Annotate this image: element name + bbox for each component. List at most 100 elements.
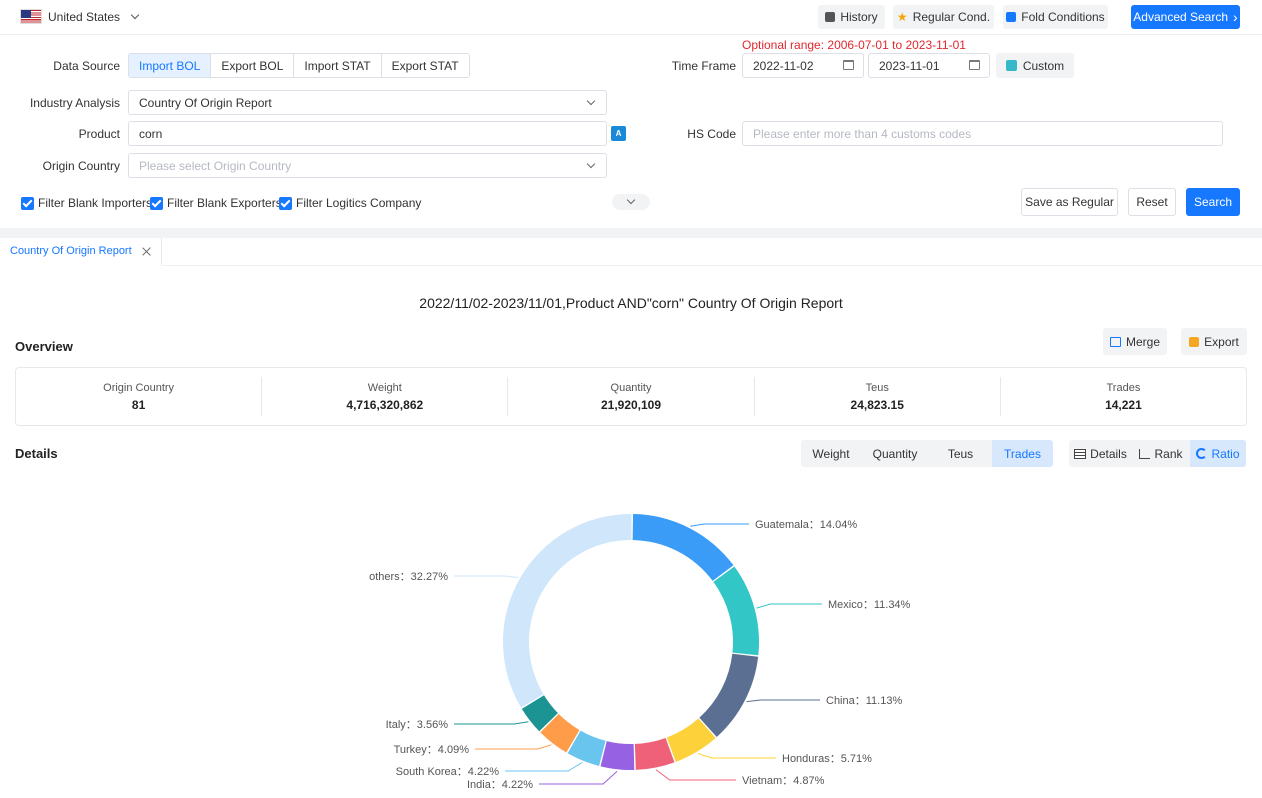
donut-slice-vietnam[interactable] bbox=[634, 737, 675, 770]
country-selector[interactable]: United States bbox=[20, 9, 140, 24]
time-frame-label: Time Frame bbox=[671, 59, 736, 73]
fold-conditions-button[interactable]: Fold Conditions bbox=[1003, 5, 1108, 29]
regular-cond-button[interactable]: ★ Regular Cond. bbox=[893, 5, 994, 29]
export-button[interactable]: Export bbox=[1181, 328, 1247, 355]
filter-blank-exporters[interactable]: Filter Blank Exporters bbox=[150, 196, 282, 210]
donut-slice-turkey[interactable] bbox=[540, 714, 580, 753]
leader-line bbox=[655, 769, 736, 781]
table-icon bbox=[1074, 448, 1087, 459]
advanced-search-button[interactable]: Advanced Search › bbox=[1131, 5, 1240, 29]
country-label: United States bbox=[48, 9, 121, 24]
custom-icon bbox=[1005, 60, 1017, 71]
calendar-icon bbox=[843, 60, 854, 70]
overview-origin-country: Origin Country 81 bbox=[16, 377, 263, 416]
origin-country-placeholder: Please select Origin Country bbox=[139, 158, 292, 173]
leader-line bbox=[539, 770, 618, 785]
origin-country-select[interactable]: Please select Origin Country bbox=[128, 153, 607, 178]
metric-trades[interactable]: Trades bbox=[992, 440, 1053, 467]
data-source-import-bol[interactable]: Import BOL bbox=[129, 54, 212, 77]
filter-logistics-company[interactable]: Filter Logitics Company bbox=[279, 196, 421, 210]
hs-code-label: HS Code bbox=[687, 127, 736, 141]
data-source-export-bol[interactable]: Export BOL bbox=[211, 54, 295, 77]
donut-slice-italy[interactable] bbox=[521, 695, 558, 732]
leader-line bbox=[756, 603, 822, 609]
view-label: Details bbox=[1090, 446, 1127, 461]
chevron-right-icon: › bbox=[1233, 9, 1238, 25]
checkbox-checked-icon[interactable] bbox=[279, 196, 292, 210]
regular-cond-label: Regular Cond. bbox=[912, 10, 991, 24]
history-button[interactable]: History bbox=[818, 5, 885, 29]
reset-button[interactable]: Reset bbox=[1128, 188, 1176, 216]
slice-label: Mexico：11.34% bbox=[828, 599, 911, 611]
overview-label: Quantity bbox=[610, 381, 652, 394]
search-button[interactable]: Search bbox=[1186, 188, 1240, 216]
overview-trades: Trades 14,221 bbox=[1001, 377, 1246, 416]
product-label: Product bbox=[78, 127, 120, 141]
hs-code-input[interactable]: Please enter more than 4 customs codes bbox=[742, 121, 1223, 146]
data-source-export-stat[interactable]: Export STAT bbox=[381, 54, 469, 77]
leader-line bbox=[690, 523, 749, 527]
overview-label: Weight bbox=[367, 381, 402, 394]
slice-label: China：11.13% bbox=[826, 695, 902, 707]
filter-label: Filter Logitics Company bbox=[296, 196, 422, 210]
hs-code-placeholder: Please enter more than 4 customs codes bbox=[753, 126, 972, 141]
translate-icon[interactable]: A bbox=[611, 126, 626, 141]
bar-chart-icon bbox=[1139, 448, 1151, 459]
date-from-value: 2022-11-02 bbox=[753, 58, 814, 73]
custom-label: Custom bbox=[1022, 58, 1065, 73]
overview-label: Origin Country bbox=[103, 381, 175, 394]
metric-quantity[interactable]: Quantity bbox=[872, 446, 918, 461]
donut-slice-china[interactable] bbox=[699, 653, 759, 738]
leader-line bbox=[454, 575, 519, 579]
data-source-import-stat[interactable]: Import STAT bbox=[294, 54, 382, 77]
donut-slice-others[interactable] bbox=[503, 514, 632, 708]
save-as-regular-button[interactable]: Save as Regular bbox=[1021, 188, 1118, 216]
chevron-down-icon bbox=[586, 96, 596, 106]
overview-label: Teus bbox=[865, 381, 889, 394]
merge-icon bbox=[1109, 336, 1121, 347]
close-icon[interactable] bbox=[142, 247, 151, 256]
leader-line bbox=[697, 753, 776, 759]
date-from-input[interactable]: 2022-11-02 bbox=[742, 53, 864, 78]
filter-blank-importers[interactable]: Filter Blank Importers bbox=[21, 196, 152, 210]
report-tab-bar: Country Of Origin Report bbox=[0, 238, 1262, 266]
advanced-search-label: Advanced Search bbox=[1133, 10, 1229, 24]
slice-label: Guatemala：14.04% bbox=[755, 519, 857, 531]
view-rank[interactable]: Rank bbox=[1132, 440, 1190, 467]
filter-label: Filter Blank Exporters bbox=[167, 196, 282, 210]
merge-label: Merge bbox=[1125, 334, 1160, 349]
checkbox-checked-icon[interactable] bbox=[21, 196, 34, 210]
pie-chart-icon bbox=[1196, 448, 1208, 459]
star-icon: ★ bbox=[896, 10, 908, 24]
overview-weight: Weight 4,716,320,862 bbox=[262, 377, 509, 416]
product-input[interactable]: corn bbox=[128, 121, 607, 146]
history-icon bbox=[825, 12, 836, 22]
donut-slice-india[interactable] bbox=[600, 741, 635, 770]
leader-line bbox=[505, 762, 583, 772]
overview-teus: Teus 24,823.15 bbox=[755, 377, 1001, 416]
leader-line bbox=[454, 721, 529, 725]
donut-slice-honduras[interactable] bbox=[666, 718, 716, 762]
overview-value: 14,221 bbox=[1105, 397, 1142, 412]
filter-label: Filter Blank Importers bbox=[38, 196, 153, 210]
donut-slice-south-korea[interactable] bbox=[567, 730, 606, 766]
custom-button[interactable]: Custom bbox=[996, 53, 1074, 78]
slice-label: Honduras：5.71% bbox=[782, 753, 872, 765]
checkbox-checked-icon[interactable] bbox=[150, 196, 163, 210]
merge-button[interactable]: Merge bbox=[1103, 328, 1167, 355]
donut-slice-guatemala[interactable] bbox=[632, 514, 734, 581]
date-to-input[interactable]: 2023-11-01 bbox=[868, 53, 990, 78]
industry-select[interactable]: Country Of Origin Report bbox=[128, 90, 607, 115]
tab-label: Country Of Origin Report bbox=[10, 245, 132, 257]
metric-segment: Weight Quantity Teus Trades bbox=[801, 440, 1053, 467]
view-ratio[interactable]: Ratio bbox=[1190, 440, 1246, 467]
industry-label: Industry Analysis bbox=[29, 96, 120, 110]
tab-country-of-origin-report[interactable]: Country Of Origin Report bbox=[0, 238, 162, 266]
overview-quantity: Quantity 21,920,109 bbox=[508, 377, 755, 416]
donut-slice-mexico[interactable] bbox=[713, 566, 759, 656]
metric-teus[interactable]: Teus bbox=[947, 446, 974, 461]
view-details[interactable]: Details bbox=[1069, 440, 1132, 467]
metric-weight[interactable]: Weight bbox=[812, 446, 850, 461]
expand-conditions-toggle[interactable] bbox=[612, 194, 650, 210]
chevron-down-icon bbox=[586, 159, 596, 169]
